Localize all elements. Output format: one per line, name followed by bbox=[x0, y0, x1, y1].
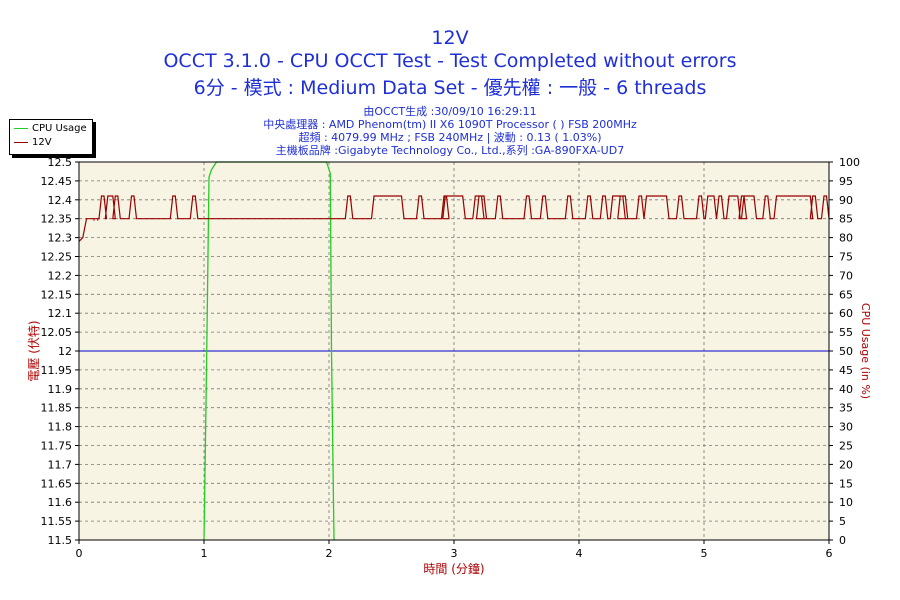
x-tick-label: 6 bbox=[826, 547, 833, 560]
y-tick-label: 12.3 bbox=[48, 232, 73, 245]
y2-tick-label: 25 bbox=[839, 440, 853, 453]
legend-item-cpu: CPU Usage bbox=[14, 123, 87, 135]
y-tick-label: 12 bbox=[58, 345, 72, 358]
legend-item-12v: 12V bbox=[14, 137, 52, 149]
x-tick-label: 5 bbox=[701, 547, 708, 560]
y2-tick-label: 45 bbox=[839, 364, 853, 377]
y-tick-label: 11.8 bbox=[48, 421, 73, 434]
legend-label-cpu: CPU Usage bbox=[32, 123, 87, 134]
series-line-12v bbox=[78, 195, 830, 242]
y2-tick-label: 100 bbox=[839, 156, 860, 169]
x-tick-label: 4 bbox=[576, 547, 583, 560]
legend-label-12v: 12V bbox=[32, 137, 52, 148]
y-tick-label: 11.5 bbox=[48, 534, 73, 547]
y2-tick-label: 95 bbox=[839, 175, 853, 188]
plot-frame bbox=[78, 161, 830, 541]
x-tick-label: 0 bbox=[76, 547, 83, 560]
y-tick-label: 11.9 bbox=[48, 383, 73, 396]
y2-tick-label: 30 bbox=[839, 421, 853, 434]
y-tick-label: 11.75 bbox=[41, 440, 73, 453]
info-generated: 由OCCT生成 :30/09/10 16:29:11 bbox=[363, 105, 537, 118]
info-cpu: 中央處理器 : AMD Phenom(tm) II X6 1090T Proce… bbox=[263, 118, 637, 131]
y-tick-label: 11.95 bbox=[41, 364, 73, 377]
y2-tick-label: 60 bbox=[839, 307, 853, 320]
y-tick-label: 12.05 bbox=[41, 326, 73, 339]
chart-subtitle-mode: 6分 - 模式 : Medium Data Set - 優先權 : 一般 - 6… bbox=[193, 77, 707, 99]
y-tick-label: 11.85 bbox=[41, 402, 73, 415]
x-axis-label: 時間 (分鐘) bbox=[423, 561, 484, 576]
y2-tick-label: 50 bbox=[839, 345, 853, 358]
y-tick-label: 12.4 bbox=[48, 194, 73, 207]
info-overclock: 超頻 : 4079.99 MHz ; FSB 240MHz | 波動 : 0.1… bbox=[298, 131, 602, 144]
y-tick-label: 11.6 bbox=[48, 496, 73, 509]
y-axis-label: 電壓 (伏特) bbox=[26, 320, 41, 381]
y2-tick-label: 5 bbox=[839, 515, 846, 528]
y2-tick-label: 55 bbox=[839, 326, 853, 339]
y-tick-label: 12.5 bbox=[48, 156, 73, 169]
y-tick-label: 12.25 bbox=[41, 251, 73, 264]
x-tick-label: 3 bbox=[451, 547, 458, 560]
y2-axis-label: CPU Usage (in %) bbox=[859, 303, 872, 399]
legend-swatch-12v bbox=[14, 141, 28, 143]
y2-tick-label: 70 bbox=[839, 269, 853, 282]
y-tick-label: 11.7 bbox=[48, 458, 73, 471]
y-tick-label: 12.45 bbox=[41, 175, 73, 188]
y2-tick-label: 65 bbox=[839, 288, 853, 301]
info-motherboard: 主機板品牌 :Gigabyte Technology Co., Ltd.,系列 … bbox=[275, 144, 625, 157]
y2-tick-label: 15 bbox=[839, 477, 853, 490]
y2-tick-label: 90 bbox=[839, 194, 853, 207]
y2-tick-label: 10 bbox=[839, 496, 853, 509]
y-tick-label: 12.15 bbox=[41, 288, 73, 301]
y2-tick-label: 20 bbox=[839, 458, 853, 471]
legend-swatch-cpu bbox=[14, 127, 28, 129]
y2-tick-label: 75 bbox=[839, 251, 853, 264]
y2-tick-label: 85 bbox=[839, 213, 853, 226]
x-tick-label: 2 bbox=[326, 547, 333, 560]
y-tick-label: 11.65 bbox=[41, 477, 73, 490]
chart-title: 12V bbox=[431, 27, 469, 49]
y2-tick-label: 0 bbox=[839, 534, 846, 547]
y-tick-label: 11.55 bbox=[41, 515, 73, 528]
y2-tick-label: 35 bbox=[839, 402, 853, 415]
y-tick-label: 12.2 bbox=[48, 269, 73, 282]
chart-subtitle-test: OCCT 3.1.0 - CPU OCCT Test - Test Comple… bbox=[163, 50, 737, 72]
y2-tick-label: 80 bbox=[839, 232, 853, 245]
x-tick-label: 1 bbox=[201, 547, 208, 560]
y-tick-label: 12.1 bbox=[48, 307, 73, 320]
y-tick-label: 12.35 bbox=[41, 213, 73, 226]
chart-legend: CPU Usage 12V bbox=[9, 119, 93, 155]
y2-tick-label: 40 bbox=[839, 383, 853, 396]
